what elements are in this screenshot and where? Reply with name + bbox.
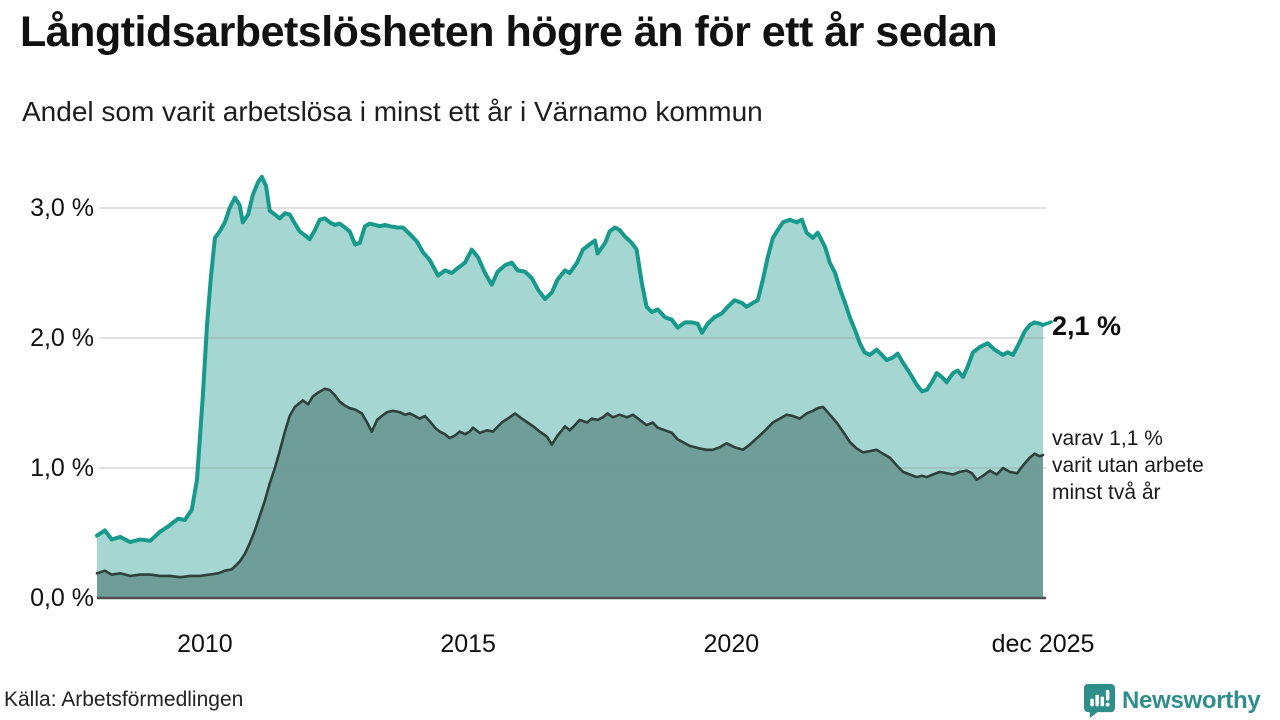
subset-annotation: varav 1,1 % varit utan arbete minst två … xyxy=(1052,425,1204,506)
x-tick-2010: 2010 xyxy=(177,630,233,658)
gridlines xyxy=(99,207,1046,469)
annotation-line-3: minst två år xyxy=(1052,481,1161,504)
x-tick-2015: 2015 xyxy=(440,630,496,658)
annotation-line-1: varav 1,1 % xyxy=(1052,427,1163,450)
page-title: Långtidsarbetslösheten högre än för ett … xyxy=(20,8,998,56)
newsworthy-wordmark: Newsworthy xyxy=(1122,687,1261,714)
annotation-line-2: varit utan arbete xyxy=(1052,454,1204,477)
newsworthy-logo: Newsworthy xyxy=(1084,684,1261,718)
y-tick-2: 2,0 % xyxy=(30,324,94,352)
area-unemployed-2yr xyxy=(97,388,1043,598)
x-tick-2020: 2020 xyxy=(703,630,760,658)
line-unemployed-2yr xyxy=(95,387,1045,579)
line-unemployed-1yr xyxy=(95,174,1045,545)
series-end-tick xyxy=(1041,320,1053,327)
y-tick-0: 0,0 % xyxy=(30,584,94,612)
end-value-label: 2,1 % xyxy=(1052,311,1122,341)
chart-subtitle: Andel som varit arbetslösa i minst ett å… xyxy=(22,96,763,127)
source-caption: Källa: Arbetsförmedlingen xyxy=(4,688,244,711)
y-tick-3: 3,0 % xyxy=(30,194,94,222)
newsworthy-icon xyxy=(1084,684,1115,718)
y-tick-1: 1,0 % xyxy=(30,454,94,482)
x-tick-dec-2025: dec 2025 xyxy=(991,630,1095,658)
